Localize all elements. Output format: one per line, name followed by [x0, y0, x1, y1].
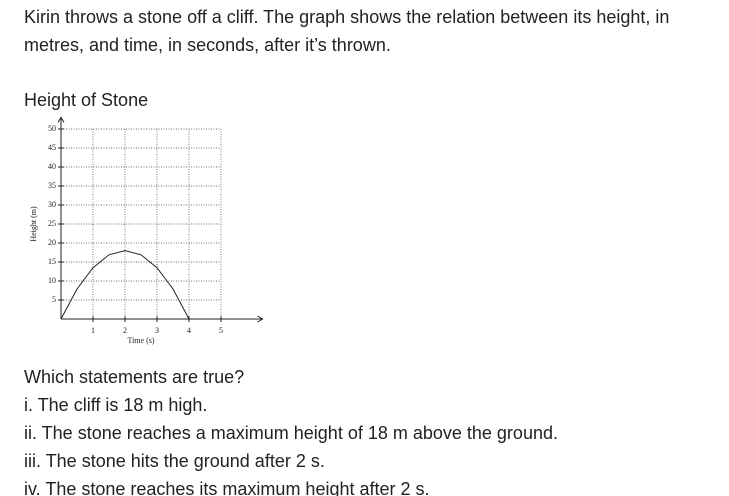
y-tick-label: 25 — [48, 219, 56, 228]
y-tick-label: 30 — [48, 200, 56, 209]
y-tick-label: 45 — [48, 143, 56, 152]
y-tick-label: 20 — [48, 238, 56, 247]
y-tick-label: 50 — [48, 124, 56, 133]
x-tick-label: 5 — [219, 326, 223, 335]
y-tick-label: 5 — [52, 295, 56, 304]
question: Which statements are true? — [24, 367, 245, 387]
y-arrow — [57, 116, 65, 123]
statement: i. The cliff is 18 m high. — [24, 395, 208, 415]
chart-title: Height of Stone — [24, 90, 149, 110]
x-arrow — [257, 315, 264, 323]
x-axis-label: Time (s) — [127, 336, 154, 345]
x-tick-label: 1 — [91, 326, 95, 335]
x-tick-label: 4 — [187, 326, 191, 335]
x-tick-label: 3 — [155, 326, 159, 335]
statement: ii. The stone reaches a maximum height o… — [24, 423, 558, 443]
y-axis-label: Height (m) — [29, 206, 38, 242]
statement: iii. The stone hits the ground after 2 s… — [24, 451, 325, 471]
y-tick-label: 10 — [48, 276, 56, 285]
y-tick-label: 40 — [48, 162, 56, 171]
y-tick-label: 35 — [48, 181, 56, 190]
y-tick-label: 15 — [48, 257, 56, 266]
statement: iv. The stone reaches its maximum height… — [24, 479, 430, 496]
intro-text: Kirin throws a stone off a cliff. The gr… — [24, 7, 670, 55]
x-tick-label: 2 — [123, 326, 127, 335]
height-curve — [60, 250, 190, 320]
